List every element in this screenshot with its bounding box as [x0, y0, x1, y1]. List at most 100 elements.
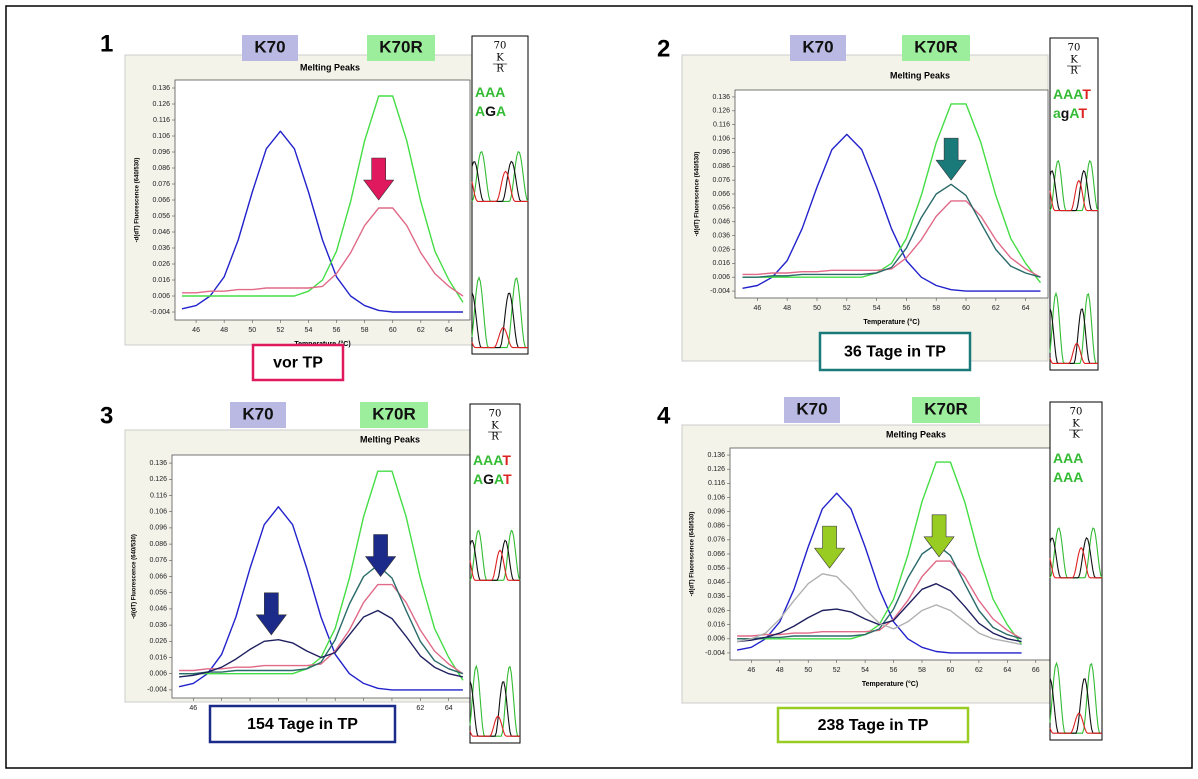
y-tick-label: 0.136: [712, 94, 730, 101]
y-tick-label: 0.116: [708, 480, 725, 487]
sequence-position: 70: [489, 409, 502, 420]
x-tick-label: 46: [747, 667, 755, 674]
y-tick-label: 0.056: [152, 213, 170, 220]
y-axis-label: -d(dT) Fluorescence (640/530): [135, 158, 141, 243]
sequence-code: R: [496, 64, 504, 75]
y-tick-label: 0.026: [707, 607, 725, 614]
x-tick-label: 58: [361, 327, 369, 334]
y-tick-label: 0.016: [152, 277, 170, 284]
x-tick-label: 58: [918, 667, 926, 674]
x-tick-label: 66: [1032, 667, 1040, 674]
x-tick-label: 64: [445, 327, 453, 334]
sequence-row: AAAT: [473, 452, 511, 468]
y-tick-label: -0.004: [150, 309, 170, 316]
y-tick-label: 0.126: [152, 101, 170, 108]
y-tick-label: 0.096: [152, 149, 170, 156]
y-tick-label: 0.046: [712, 219, 730, 226]
y-tick-label: 0.086: [149, 541, 167, 548]
sequence-row: AAA: [1053, 450, 1083, 466]
y-tick-label: 0.046: [152, 229, 170, 236]
y-tick-label: 0.056: [707, 565, 725, 572]
y-tick-label: 0.116: [153, 117, 170, 124]
sequence-code: K: [491, 421, 499, 432]
y-tick-label: 0.106: [712, 135, 730, 142]
y-tick-label: 0.106: [707, 494, 725, 501]
x-tick-label: 46: [189, 705, 197, 712]
y-tick-label: 0.076: [152, 181, 170, 188]
x-axis-label: Temperature (°C): [862, 680, 918, 688]
x-tick-label: 64: [445, 705, 453, 712]
peak-label: K70R: [924, 399, 967, 418]
chart-title: Melting Peaks: [890, 70, 950, 80]
sequence-code: R: [491, 432, 499, 443]
y-tick-label: 0.066: [149, 573, 167, 580]
y-tick-label: -0.004: [710, 288, 730, 295]
y-tick-label: 0.066: [152, 197, 170, 204]
panel-number: 3: [100, 402, 113, 429]
panel-number: 2: [657, 35, 670, 62]
x-tick-label: 48: [783, 305, 791, 312]
sequence-row: AAA: [1053, 469, 1083, 485]
y-tick-label: 0.026: [149, 638, 167, 645]
x-tick-label: 58: [932, 305, 940, 312]
y-tick-label: 0.016: [149, 654, 167, 661]
x-tick-label: 48: [220, 327, 228, 334]
y-tick-label: -0.004: [147, 687, 167, 694]
y-tick-label: 0.106: [152, 133, 170, 140]
caption: vor TP: [273, 355, 323, 372]
y-tick-label: 0.056: [712, 205, 730, 212]
caption: 36 Tage in TP: [844, 344, 946, 361]
peak-label: K70: [254, 37, 285, 56]
y-tick-label: 0.016: [712, 260, 730, 267]
y-tick-label: 0.026: [712, 246, 730, 253]
y-tick-label: 0.026: [152, 261, 170, 268]
y-tick-label: 0.056: [149, 590, 167, 597]
chart-title: Melting Peaks: [300, 62, 360, 72]
sequence-row: agAT: [1053, 105, 1087, 121]
y-axis-label: -d(dT) Fluorescence (640/530): [132, 534, 138, 619]
y-tick-label: 0.006: [707, 636, 725, 643]
peak-label: K70: [802, 37, 833, 56]
y-tick-label: 0.136: [152, 85, 170, 92]
peak-label: K70R: [372, 404, 415, 423]
y-axis-label: -d(dT) Fluorescence (640/530): [690, 512, 696, 597]
x-tick-label: 56: [333, 327, 341, 334]
x-tick-label: 56: [890, 667, 898, 674]
caption: 238 Tage in TP: [818, 717, 929, 734]
y-tick-label: 0.076: [149, 557, 167, 564]
y-tick-label: 0.036: [149, 622, 167, 629]
y-tick-label: 0.096: [149, 525, 167, 532]
sequence-row: AAAT: [1053, 86, 1091, 102]
sequence-code: R: [1070, 66, 1078, 77]
x-tick-label: 54: [305, 327, 313, 334]
panel-number: 4: [657, 402, 671, 429]
sequence-code: K: [496, 53, 504, 64]
x-tick-label: 64: [1003, 667, 1011, 674]
y-tick-label: 0.086: [712, 163, 730, 170]
chart-title: Melting Peaks: [360, 434, 420, 444]
y-tick-label: 0.126: [149, 476, 167, 483]
y-tick-label: 0.116: [713, 122, 730, 129]
x-tick-label: 62: [975, 667, 983, 674]
y-tick-label: 0.106: [149, 509, 167, 516]
x-tick-label: 64: [1022, 305, 1030, 312]
y-tick-label: 0.016: [707, 622, 725, 629]
y-tick-label: 0.136: [149, 460, 167, 467]
peak-label: K70: [242, 404, 273, 423]
y-tick-label: 0.096: [712, 149, 730, 156]
peak-label: K70: [796, 399, 827, 418]
y-tick-label: 0.006: [712, 274, 730, 281]
caption: 154 Tage in TP: [247, 716, 358, 733]
y-tick-label: 0.076: [712, 177, 730, 184]
y-tick-label: 0.086: [707, 523, 725, 530]
x-tick-label: 52: [833, 667, 841, 674]
y-axis-label: -d(dT) Fluorescence (640/530): [695, 152, 701, 237]
sequence-code: K: [1072, 430, 1080, 441]
y-tick-label: 0.046: [707, 579, 725, 586]
chart-title: Melting Peaks: [886, 429, 946, 439]
sequence-position: 70: [1068, 43, 1081, 54]
y-tick-label: 0.126: [712, 108, 730, 115]
y-tick-label: 0.066: [707, 551, 725, 558]
x-tick-label: 52: [276, 327, 284, 334]
x-tick-label: 54: [861, 667, 869, 674]
